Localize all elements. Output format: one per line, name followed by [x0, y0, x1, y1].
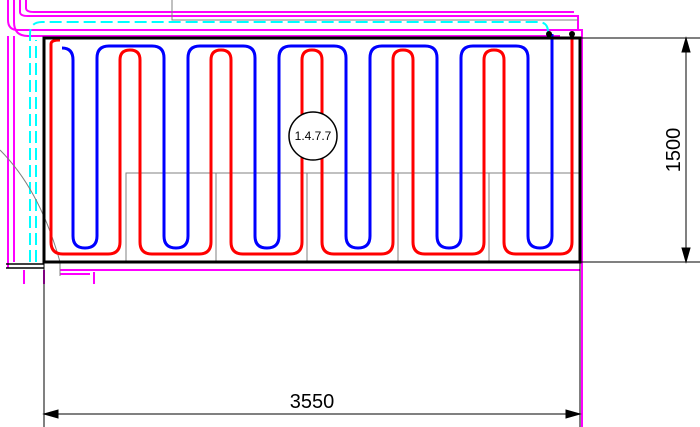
wall-line-1 [7, 0, 583, 427]
return-connection-dot [546, 31, 552, 37]
guide-lines [29, 21, 549, 262]
room-outline [42, 36, 582, 264]
door-swing-arc [0, 149, 61, 263]
height-dimension-label: 1500 [663, 128, 685, 173]
height-arrow-top [681, 36, 691, 53]
width-dimension [42, 262, 582, 427]
wall-line-3 [19, 0, 579, 30]
width-arrow-left [42, 409, 59, 419]
width-arrow-right [565, 409, 582, 419]
outer-walls [7, 0, 583, 427]
supply-connection-dot [569, 31, 575, 37]
height-arrow-bottom [681, 247, 691, 264]
bottom-left-wall [6, 263, 44, 269]
room-label-circle [288, 111, 338, 161]
height-dimension [580, 36, 700, 264]
wall-line-2 [13, 0, 560, 37]
width-dimension-label: 3550 [290, 391, 335, 413]
wall-line-4 [25, 0, 574, 13]
room-label: 1.4.7.7 [295, 129, 332, 143]
guide-line-outer [29, 21, 549, 262]
room-label-marker: 1.4.7.7 [288, 111, 338, 161]
return-pipe-loop [61, 34, 554, 250]
top-detail-line [171, 0, 578, 21]
supply-pipe-loop [49, 34, 574, 256]
